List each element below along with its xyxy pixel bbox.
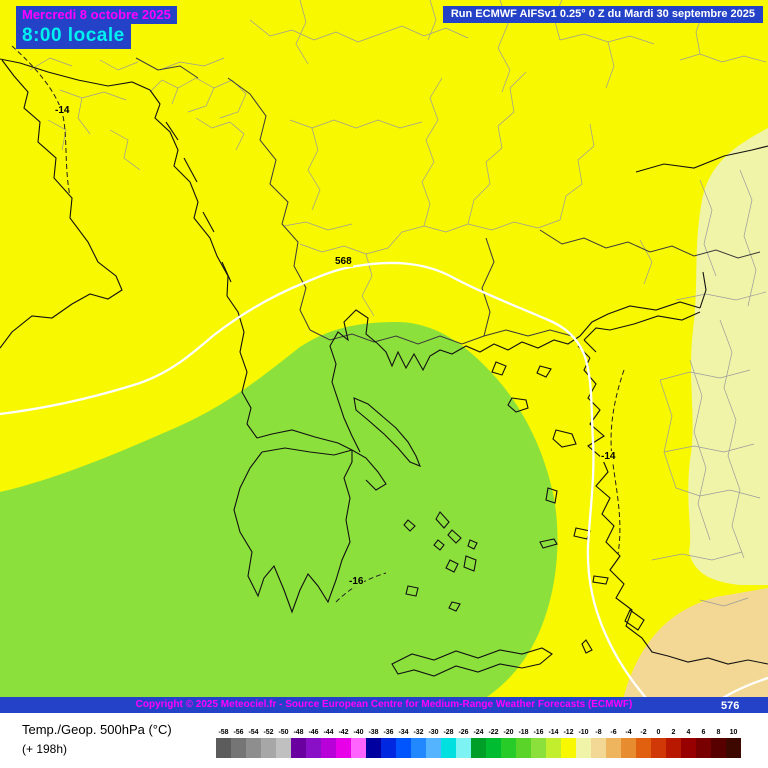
isotherm-label-minus14-east: -14 (600, 451, 617, 462)
color-scale: -58 -56 -54 -52 -50 -48 -46 -44 -42 -40 -38 -36 -34-… (216, 729, 744, 758)
scale-value: -12 (563, 729, 574, 736)
scale-value: -16 (533, 729, 544, 736)
legend-bar: Temp./Geop. 500hPa (°C) (+ 198h) -58 -56-… (0, 713, 768, 768)
scale-value: -18 (518, 729, 529, 736)
scale-value: -46 (308, 729, 319, 736)
scale-swatch (411, 738, 426, 758)
coastlines (0, 58, 768, 677)
scale-value: -54 (248, 729, 259, 736)
scale-value: -28 (443, 729, 454, 736)
scale-value: -36 (383, 729, 394, 736)
forecast-date: Mercredi 8 octobre 2025 (16, 6, 177, 24)
scale-swatch (531, 738, 546, 758)
scale-swatch (321, 738, 336, 758)
isotherm-label-minus14-nw: -14 (54, 105, 71, 116)
weather-map-canvas (0, 0, 768, 713)
legend-forecast-hour: (+ 198h) (22, 742, 68, 756)
scale-swatch (396, 738, 411, 758)
scale-swatch (516, 738, 531, 758)
scale-swatch (666, 738, 681, 758)
scale-value: -22 (488, 729, 499, 736)
scale-swatch (366, 738, 381, 758)
scale-swatch (591, 738, 606, 758)
scale-swatch (651, 738, 666, 758)
scale-value: -4 (625, 729, 632, 736)
map-area: Mercredi 8 octobre 2025 8:00 locale Run … (0, 0, 768, 713)
scale-swatch (696, 738, 711, 758)
temp-band-pale (688, 128, 768, 585)
scale-value: -58 (218, 729, 229, 736)
copyright-bar: Copyright © 2025 Meteociel.fr - Source E… (0, 697, 768, 713)
scale-swatch (276, 738, 291, 758)
scale-swatch (486, 738, 501, 758)
scale-value: -32 (413, 729, 424, 736)
scale-swatch (336, 738, 351, 758)
scale-value: -6 (610, 729, 617, 736)
scale-swatch (246, 738, 261, 758)
forecast-date-badge: Mercredi 8 octobre 2025 8:00 locale (16, 6, 177, 49)
scale-value: -24 (473, 729, 484, 736)
scale-swatch (576, 738, 591, 758)
scale-value: -10 (578, 729, 589, 736)
scale-swatch (216, 738, 231, 758)
admin-borders (29, 0, 767, 607)
scale-swatch (351, 738, 366, 758)
model-run-info: Run ECMWF AIFSv1 0.25° 0 Z du Mardi 30 s… (442, 6, 763, 23)
forecast-local-time: 8:00 locale (16, 24, 131, 49)
scale-swatch (261, 738, 276, 758)
scale-value: -30 (428, 729, 439, 736)
scale-value: 10 (729, 729, 738, 736)
scale-swatch (456, 738, 471, 758)
copyright-text: Copyright © 2025 Meteociel.fr - Source E… (135, 699, 633, 710)
scale-value: -34 (398, 729, 409, 736)
scale-value: -42 (338, 729, 349, 736)
scale-swatch (561, 738, 576, 758)
scale-values-row: -58 -56 -54 -52 -50 -48 -46 -44 -42 -40 -38 -36 -34-… (216, 729, 744, 736)
scale-swatch (471, 738, 486, 758)
scale-value: -26 (458, 729, 469, 736)
scale-value: -2 (640, 729, 647, 736)
scale-swatch (231, 738, 246, 758)
scale-value: 8 (716, 729, 721, 736)
scale-swatch (546, 738, 561, 758)
scale-value: -50 (278, 729, 289, 736)
scale-swatch (606, 738, 621, 758)
contour-label-576: 576 (721, 700, 740, 712)
scale-swatch (681, 738, 696, 758)
scale-value: -8 (595, 729, 602, 736)
contour-568-line (0, 261, 662, 713)
scale-value: -48 (293, 729, 304, 736)
isotherm-label-minus16: -16 (348, 576, 365, 587)
scale-value: -20 (503, 729, 514, 736)
legend-title: Temp./Geop. 500hPa (°C) (22, 722, 172, 737)
scale-value: -40 (353, 729, 364, 736)
temp-band-warm (620, 588, 768, 713)
scale-value: -14 (548, 729, 559, 736)
scale-swatch (291, 738, 306, 758)
scale-value: 6 (701, 729, 706, 736)
scale-value: -52 (263, 729, 274, 736)
contour-label-568: 568 (334, 256, 353, 267)
scale-swatch (426, 738, 441, 758)
scale-value: 4 (686, 729, 691, 736)
scale-swatches-row (216, 738, 744, 758)
scale-swatch (381, 738, 396, 758)
scale-swatch (711, 738, 726, 758)
scale-swatch (306, 738, 321, 758)
scale-value: 2 (671, 729, 676, 736)
scale-value: -38 (368, 729, 379, 736)
scale-swatch (726, 738, 741, 758)
cold-pool-region (0, 322, 558, 713)
scale-swatch (501, 738, 516, 758)
scale-swatch (441, 738, 456, 758)
country-borders (135, 57, 761, 345)
scale-value: -56 (233, 729, 244, 736)
scale-value: 0 (656, 729, 661, 736)
scale-swatch (621, 738, 636, 758)
scale-swatch (636, 738, 651, 758)
scale-value: -44 (323, 729, 334, 736)
